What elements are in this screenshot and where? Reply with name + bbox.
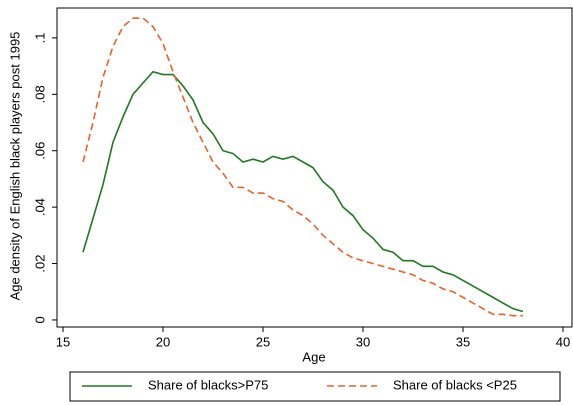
legend-label: Share of blacks <P25 — [393, 377, 517, 392]
series-line — [82, 70, 524, 313]
x-tick-label: 40 — [556, 334, 570, 349]
x-tick-label: 25 — [256, 334, 270, 349]
y-tick-label: 0 — [32, 316, 47, 323]
y-tick-label: .1 — [32, 32, 47, 43]
x-tick-label: 30 — [356, 334, 370, 349]
y-tick-label: .08 — [32, 85, 47, 103]
x-axis-label: Age — [302, 349, 325, 364]
plot-frame — [56, 7, 573, 328]
y-tick-label: .02 — [32, 254, 47, 272]
x-tick-label: 20 — [156, 334, 170, 349]
legend-box — [69, 371, 561, 402]
y-tick-label: .06 — [32, 142, 47, 160]
legend-label: Share of blacks>P75 — [148, 377, 268, 392]
x-tick-label: 35 — [456, 334, 470, 349]
series-line — [82, 17, 523, 317]
y-axis-label: Age density of English black players pos… — [7, 32, 22, 301]
x-tick-label: 15 — [56, 334, 70, 349]
y-tick-label: .04 — [32, 198, 47, 216]
